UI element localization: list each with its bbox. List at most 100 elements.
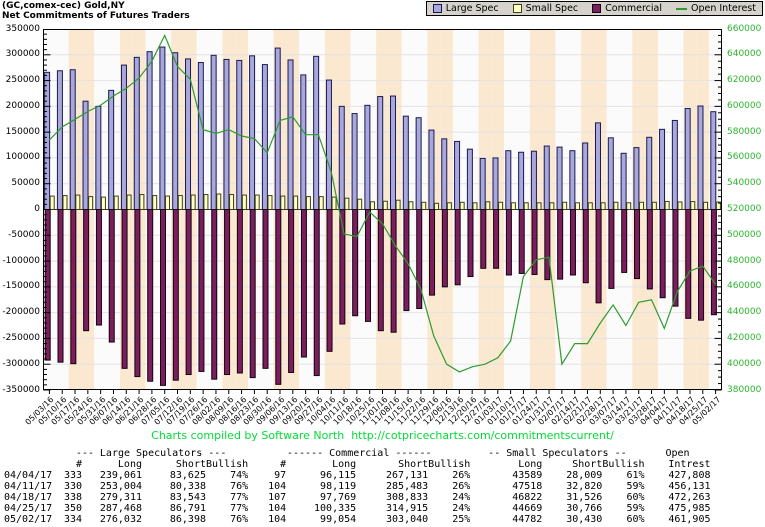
bar-small-spec	[318, 196, 324, 211]
bar-commercial	[275, 209, 282, 385]
bar-large-spec	[69, 69, 76, 211]
table-cell-value: 350	[63, 503, 82, 514]
bar-commercial	[569, 209, 576, 276]
legend-item-large-spec: Large Spec	[432, 3, 499, 14]
bar-commercial	[441, 209, 448, 288]
table-cell-value: 98,119	[320, 481, 357, 492]
bar-commercial	[326, 209, 333, 352]
left-axis-tick-label: 300000	[5, 49, 40, 60]
table-cell-value: 24%	[452, 492, 471, 503]
table-cell-value: 338	[63, 492, 82, 503]
bar-large-spec	[390, 95, 397, 210]
bar-large-spec	[364, 104, 371, 210]
bar-small-spec	[216, 193, 222, 210]
table-cell-value: 107	[268, 492, 287, 503]
table-cell-value: 32,820	[566, 481, 603, 492]
table-column-header: #	[75, 459, 82, 470]
bar-small-spec	[510, 202, 516, 211]
table-column-header: Short	[398, 459, 429, 470]
table-cell-value: 287,468	[99, 503, 142, 514]
chart-plot-area	[43, 28, 724, 396]
bar-large-spec	[466, 148, 473, 210]
left-axis-tick-label: 350000	[5, 23, 40, 34]
bar-large-spec	[671, 119, 678, 210]
bar-small-spec	[677, 201, 683, 210]
bar-large-spec	[569, 150, 576, 210]
bar-small-spec	[75, 194, 81, 210]
right-axis-tick-label: 500000	[727, 229, 762, 240]
table-cell-value: 44669	[512, 503, 543, 514]
table-cell-value: 303,040	[386, 514, 429, 525]
bar-commercial	[288, 209, 295, 373]
table-cell-value: 285,483	[386, 481, 429, 492]
table-cell-value: 61%	[626, 470, 645, 481]
bar-small-spec	[254, 194, 260, 210]
bar-small-spec	[229, 194, 235, 210]
bar-large-spec	[108, 89, 115, 210]
table-cell-value: 59%	[626, 503, 645, 514]
bar-small-spec	[562, 201, 568, 210]
bar-small-spec	[152, 195, 158, 210]
footer-url-link[interactable]: http://cotpricecharts.com/commitmentscur…	[351, 429, 614, 442]
bar-commercial	[493, 209, 500, 269]
bar-large-spec	[351, 113, 358, 210]
bar-large-spec	[505, 150, 512, 210]
table-cell-value: 76%	[230, 514, 249, 525]
bar-commercial	[467, 209, 474, 278]
bar-large-spec	[274, 47, 281, 210]
table-cell-value: 100,335	[314, 503, 357, 514]
left-axis-tick-label: -250000	[2, 332, 40, 343]
left-axis-tick-label: 100000	[5, 152, 40, 163]
table-cell-value: 276,032	[99, 514, 142, 525]
bar-large-spec	[159, 46, 166, 210]
bar-large-spec	[594, 122, 601, 210]
table-group-header: -- Small Speculators --	[488, 448, 627, 459]
bar-commercial	[262, 209, 269, 369]
table-row: 04/04/17 333 239,061 83,625 74% 97 96,115 267,1…	[4, 470, 711, 481]
bar-commercial	[390, 209, 397, 333]
bar-commercial	[582, 209, 589, 284]
bar-small-spec	[241, 194, 247, 210]
bar-commercial	[44, 209, 51, 361]
bar-large-spec	[543, 145, 550, 211]
table-cell-value: 104	[268, 481, 287, 492]
bar-small-spec	[664, 200, 670, 210]
bar-commercial	[429, 209, 436, 296]
bar-commercial	[544, 209, 551, 281]
table-row: 05/02/17 334 276,032 86,398 76% 104 99,054 303,…	[4, 514, 711, 525]
table-cell-value: 239,061	[99, 470, 142, 481]
right-axis-tick-label: 640000	[727, 49, 762, 60]
bar-commercial	[172, 209, 179, 381]
bar-small-spec	[267, 195, 273, 210]
right-axis-tick-label: 620000	[727, 75, 762, 86]
bar-small-spec	[344, 197, 350, 210]
bar-small-spec	[587, 202, 593, 211]
bar-small-spec	[49, 195, 55, 211]
bar-small-spec	[472, 202, 478, 211]
bar-commercial	[160, 209, 167, 386]
table-cell-value: 333	[63, 470, 82, 481]
table-cell-value: 279,311	[99, 492, 142, 503]
bar-commercial	[121, 209, 128, 369]
table-column-header: Short	[175, 459, 206, 470]
bar-small-spec	[639, 201, 645, 210]
table-column-header: Intrest	[668, 459, 711, 470]
table-cell-value: 59%	[626, 481, 645, 492]
table-group-header-row: --- Large Speculators --- ------ Commerci…	[4, 448, 711, 459]
bar-large-spec	[120, 64, 127, 210]
bar-commercial	[595, 209, 602, 304]
bar-commercial	[531, 209, 538, 275]
bar-large-spec	[338, 105, 345, 210]
table-column-header: Bullish	[602, 459, 645, 470]
plot-frame	[43, 29, 722, 390]
bar-large-spec	[197, 62, 204, 211]
bar-small-spec	[88, 196, 94, 211]
bar-commercial	[95, 209, 102, 326]
bar-commercial	[313, 209, 320, 377]
table-cell-value: 475,985	[668, 503, 711, 514]
bar-small-spec	[100, 196, 106, 211]
bar-commercial	[236, 209, 243, 374]
bar-large-spec	[185, 58, 192, 211]
left-axis-tick-label: 200000	[5, 100, 40, 111]
